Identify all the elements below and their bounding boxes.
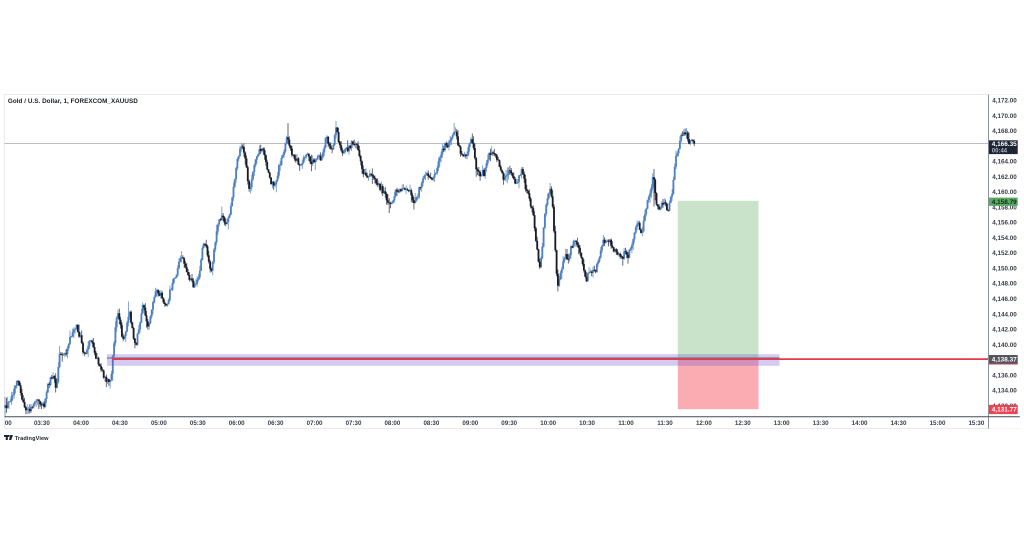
svg-text:4,131.77: 4,131.77: [992, 407, 1017, 414]
svg-text:10:30: 10:30: [579, 420, 595, 427]
svg-text:14:00: 14:00: [852, 420, 868, 427]
svg-text:07:30: 07:30: [346, 420, 362, 427]
svg-text:00:44: 00:44: [992, 148, 1008, 154]
svg-text:4,152.00: 4,152.00: [992, 250, 1017, 257]
svg-text:4,138.37: 4,138.37: [992, 356, 1017, 363]
svg-text:09:00: 09:00: [462, 420, 478, 427]
svg-text:13:00: 13:00: [774, 420, 790, 427]
svg-text:4,154.00: 4,154.00: [992, 235, 1017, 242]
svg-text:15:30: 15:30: [968, 420, 984, 427]
svg-text:14:30: 14:30: [891, 420, 907, 427]
svg-text:4,170.00: 4,170.00: [992, 113, 1017, 120]
svg-text:4,164.00: 4,164.00: [992, 159, 1017, 166]
svg-text:12:30: 12:30: [735, 420, 751, 427]
svg-text:05:00: 05:00: [151, 420, 167, 427]
svg-text:09:30: 09:30: [501, 420, 517, 427]
svg-text:07:00: 07:00: [307, 420, 323, 427]
svg-text:4,146.00: 4,146.00: [992, 296, 1017, 303]
svg-text:Gold / U.S. Dollar, 1, FOREXCO: Gold / U.S. Dollar, 1, FOREXCOM_XAUUSD: [8, 98, 138, 105]
svg-text:4,156.00: 4,156.00: [992, 220, 1017, 227]
svg-text:4,158.00: 4,158.00: [992, 204, 1017, 211]
svg-text:05:30: 05:30: [190, 420, 206, 427]
svg-text:TradingView: TradingView: [15, 436, 49, 442]
svg-text:08:30: 08:30: [423, 420, 439, 427]
svg-text:4,168.00: 4,168.00: [992, 128, 1017, 135]
svg-text:10:00: 10:00: [540, 420, 556, 427]
svg-text:4,166.35: 4,166.35: [992, 141, 1017, 148]
svg-text:11:30: 11:30: [657, 420, 673, 427]
svg-text:4,160.00: 4,160.00: [992, 189, 1017, 196]
svg-text:06:30: 06:30: [268, 420, 284, 427]
svg-text:03:30: 03:30: [34, 420, 50, 427]
svg-text:4,134.00: 4,134.00: [992, 388, 1017, 395]
svg-text:4,142.00: 4,142.00: [992, 327, 1017, 334]
svg-text:4,148.00: 4,148.00: [992, 281, 1017, 288]
svg-text:13:30: 13:30: [813, 420, 829, 427]
svg-text:4,162.00: 4,162.00: [992, 174, 1017, 181]
svg-text:12:00: 12:00: [696, 420, 712, 427]
svg-text:4,172.00: 4,172.00: [992, 98, 1017, 105]
svg-text:4,136.00: 4,136.00: [992, 372, 1017, 379]
svg-text:04:30: 04:30: [112, 420, 128, 427]
svg-text:4,150.00: 4,150.00: [992, 266, 1017, 273]
svg-text:00: 00: [5, 420, 12, 427]
svg-text:4,140.00: 4,140.00: [992, 342, 1017, 349]
svg-text:06:00: 06:00: [229, 420, 245, 427]
svg-text:11:00: 11:00: [618, 420, 634, 427]
svg-text:04:00: 04:00: [73, 420, 89, 427]
svg-text:4,144.00: 4,144.00: [992, 311, 1017, 318]
svg-text:4,158.79: 4,158.79: [992, 199, 1017, 206]
svg-text:08:00: 08:00: [384, 420, 400, 427]
svg-text:15:00: 15:00: [930, 420, 946, 427]
